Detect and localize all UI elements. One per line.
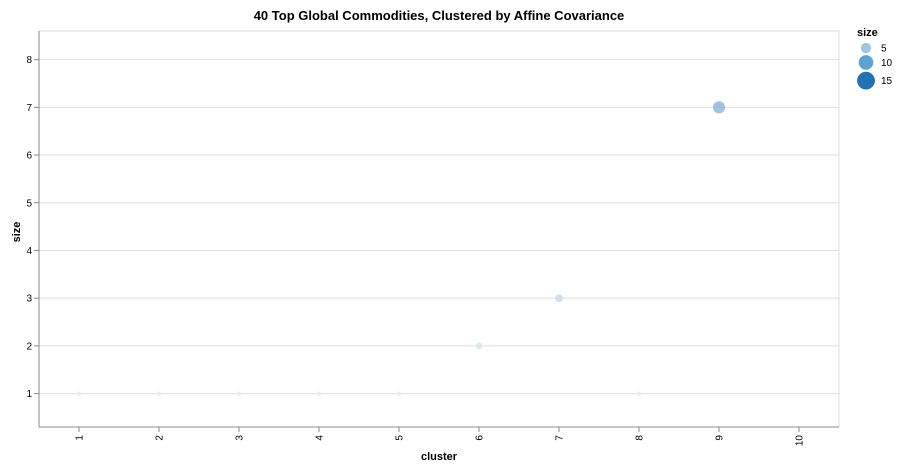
y-tick-label: 6 (26, 151, 32, 162)
y-axis-title: size (11, 222, 23, 243)
legend: size 5 10 15 (857, 27, 893, 90)
y-tick-label: 8 (26, 55, 32, 66)
data-point (475, 342, 483, 350)
data-point (76, 391, 82, 396)
x-tick-label: 10 (795, 435, 806, 447)
data-point (396, 391, 402, 396)
x-tick-label: 7 (555, 435, 566, 441)
plot-border (38, 30, 840, 428)
x-tick-label: 2 (155, 435, 166, 441)
y-tick-label: 3 (26, 294, 32, 305)
y-tick-label: 7 (26, 103, 32, 114)
x-tick-label: 1 (75, 435, 86, 441)
legend-label: 10 (881, 58, 893, 69)
data-point (156, 391, 162, 396)
legend-symbol (858, 55, 874, 70)
x-tick-label: 4 (315, 435, 326, 441)
data-point (636, 391, 642, 396)
x-axis-title: cluster (421, 451, 458, 463)
legend-label: 5 (881, 44, 887, 55)
legend-symbol (860, 42, 872, 54)
data-point (712, 101, 726, 114)
y-tick-label: 5 (26, 198, 32, 209)
data-point (316, 391, 322, 396)
x-tick-label: 9 (715, 435, 726, 441)
legend-symbol (857, 71, 875, 90)
legend-label: 15 (881, 76, 893, 87)
chart-title: 40 Top Global Commodities, Clustered by … (254, 8, 625, 23)
x-tick-label: 3 (235, 435, 246, 441)
plot-area: 1 2 3 4 5 6 7 8 1 2 3 4 5 6 7 8 9 10 (26, 30, 840, 447)
y-tick-label: 1 (26, 389, 32, 400)
x-tick-label: 6 (475, 435, 486, 441)
y-tick-label: 4 (26, 246, 32, 257)
legend-title: size (857, 27, 878, 39)
y-tick-label: 2 (26, 341, 32, 352)
x-tick-label: 8 (635, 435, 646, 441)
x-tick-label: 5 (395, 435, 406, 441)
data-point (555, 294, 563, 303)
data-point (236, 391, 242, 396)
